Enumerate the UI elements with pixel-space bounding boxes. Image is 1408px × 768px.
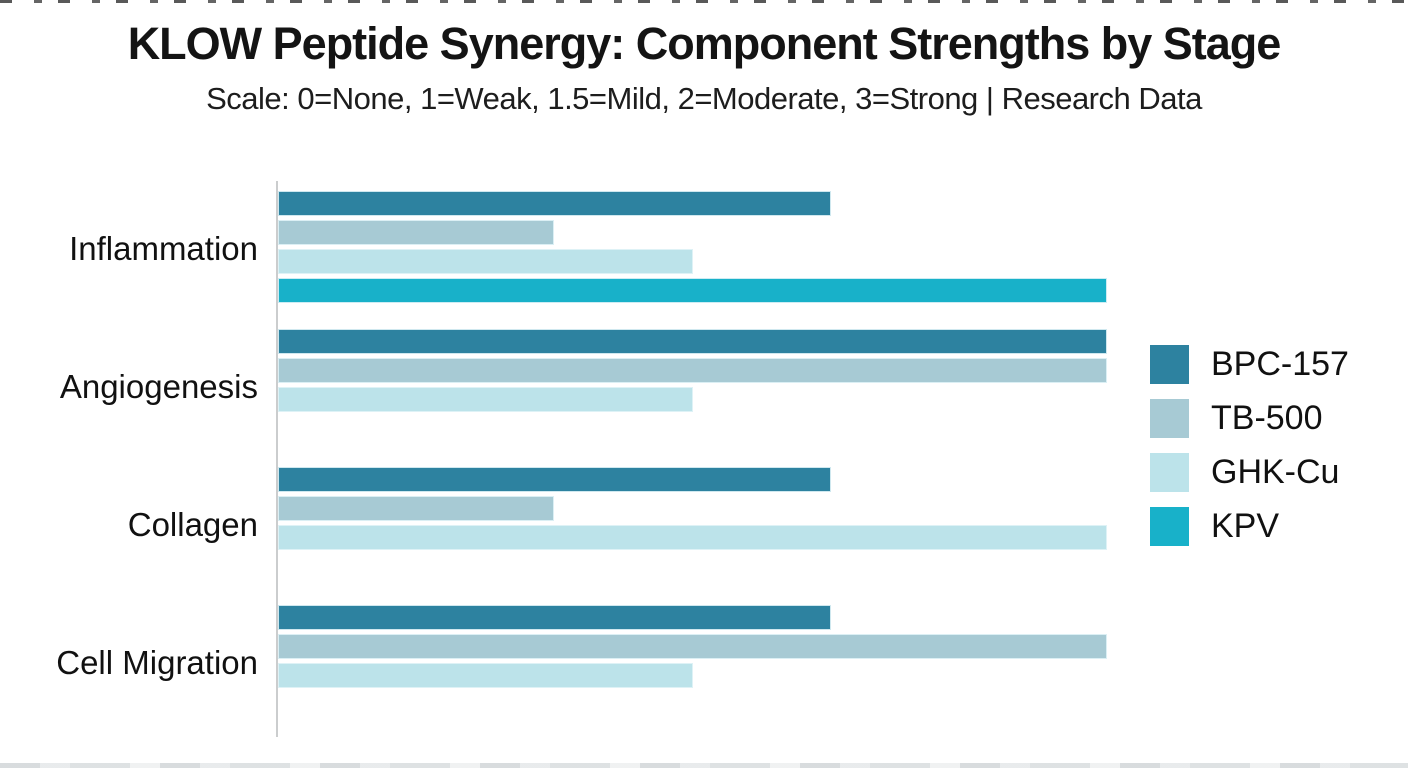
- bar-tb-500-collagen: [278, 496, 554, 521]
- legend-label-bpc-157: BPC-157: [1211, 344, 1349, 383]
- bar-tb-500-cell-migration: [278, 634, 1107, 659]
- bar-ghk-cu-cell-migration: [278, 663, 693, 688]
- chart-title: KLOW Peptide Synergy: Component Strength…: [127, 18, 1282, 69]
- bottom-edge-crop-artifact: [0, 763, 1408, 768]
- legend-label-kpv: KPV: [1211, 506, 1280, 545]
- bar-ghk-cu-angiogenesis: [278, 387, 693, 412]
- y-axis-line: [276, 181, 278, 737]
- legend-swatch-bpc-157: [1150, 344, 1189, 384]
- legend-label-tb-500: TB-500: [1211, 398, 1323, 437]
- legend-item-kpv: KPV: [1150, 506, 1279, 546]
- bar-tb-500-angiogenesis: [278, 358, 1107, 383]
- bar-ghk-cu-collagen: [278, 525, 1107, 550]
- category-label-collagen: Collagen: [127, 506, 258, 543]
- legend-swatch-ghk-cu: [1150, 452, 1189, 492]
- chart-subtitle: Scale: 0=None, 1=Weak, 1.5=Mild, 2=Moder…: [206, 81, 1202, 116]
- legend-item-tb-500: TB-500: [1150, 398, 1323, 438]
- bar-kpv-inflammation: [278, 278, 1107, 303]
- legend-item-bpc-157: BPC-157: [1150, 344, 1349, 384]
- category-label-angiogenesis: Angiogenesis: [59, 368, 258, 405]
- bar-bpc-157-cell-migration: [278, 605, 831, 630]
- category-label-cell-migration: Cell Migration: [56, 644, 258, 681]
- top-edge-crop-artifact: [0, 0, 1408, 3]
- legend-swatch-tb-500: [1150, 398, 1189, 438]
- bar-ghk-cu-inflammation: [278, 249, 693, 274]
- bar-bpc-157-inflammation: [278, 191, 831, 216]
- bar-tb-500-inflammation: [278, 220, 554, 245]
- bar-bpc-157-collagen: [278, 467, 831, 492]
- legend-item-ghk-cu: GHK-Cu: [1150, 452, 1339, 492]
- legend-swatch-kpv: [1150, 506, 1189, 546]
- bar-bpc-157-angiogenesis: [278, 329, 1107, 354]
- legend-label-ghk-cu: GHK-Cu: [1211, 452, 1340, 491]
- category-label-inflammation: Inflammation: [69, 230, 258, 267]
